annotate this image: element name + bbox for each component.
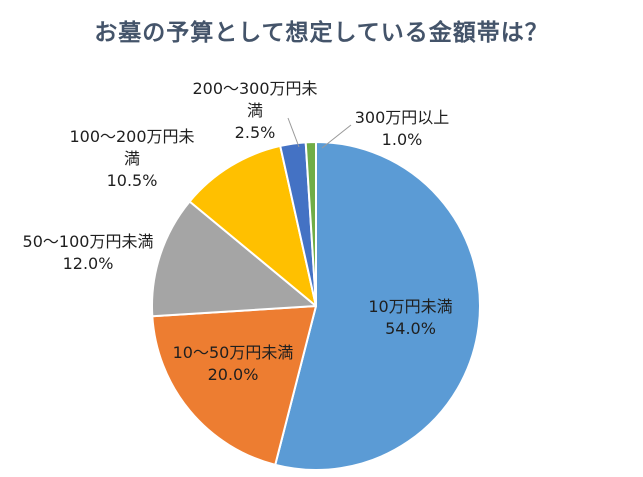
label-text-wrap: 満: [123, 149, 140, 168]
leader-line-1: [321, 124, 352, 149]
data-label-slice-5: 300万円以上 1.0%: [327, 107, 477, 151]
label-pct: 1.0%: [381, 130, 423, 149]
data-label-slice-2: 50～100万円未満 12.0%: [13, 231, 163, 275]
label-text: 200～300万円未: [192, 79, 318, 98]
pie-slice-2: [150, 200, 317, 318]
pie-slice-1: [151, 305, 317, 466]
data-label-slice-1: 10～50万円未満 20.0%: [163, 342, 303, 386]
label-pct: 10.5%: [106, 171, 158, 190]
data-label-slice-0: 10万円未満 54.0%: [353, 296, 468, 340]
pie-slice-5: [304, 140, 317, 307]
label-text: 50～100万円未満: [22, 232, 154, 251]
label-text: 10万円未満: [368, 297, 453, 316]
chart-title: お墓の予算として想定している金額帯は？: [94, 20, 549, 46]
label-pct: 2.5%: [234, 123, 276, 142]
pie-slice-0: [274, 141, 481, 471]
data-label-slice-4: 200～300万円未 満 2.5%: [180, 78, 330, 144]
pie-slice-3: [188, 144, 317, 307]
label-text: 10～50万円未満: [172, 343, 294, 362]
label-pct: 54.0%: [385, 319, 436, 338]
label-pct: 12.0%: [62, 254, 114, 273]
label-pct: 20.0%: [207, 365, 259, 384]
label-text: 100～200万円未: [69, 127, 195, 146]
leader-line-0: [287, 117, 300, 148]
data-label-slice-3: 100～200万円未 満 10.5%: [57, 126, 207, 192]
label-text-wrap: 満: [246, 101, 263, 120]
label-text: 300万円以上: [354, 108, 450, 127]
